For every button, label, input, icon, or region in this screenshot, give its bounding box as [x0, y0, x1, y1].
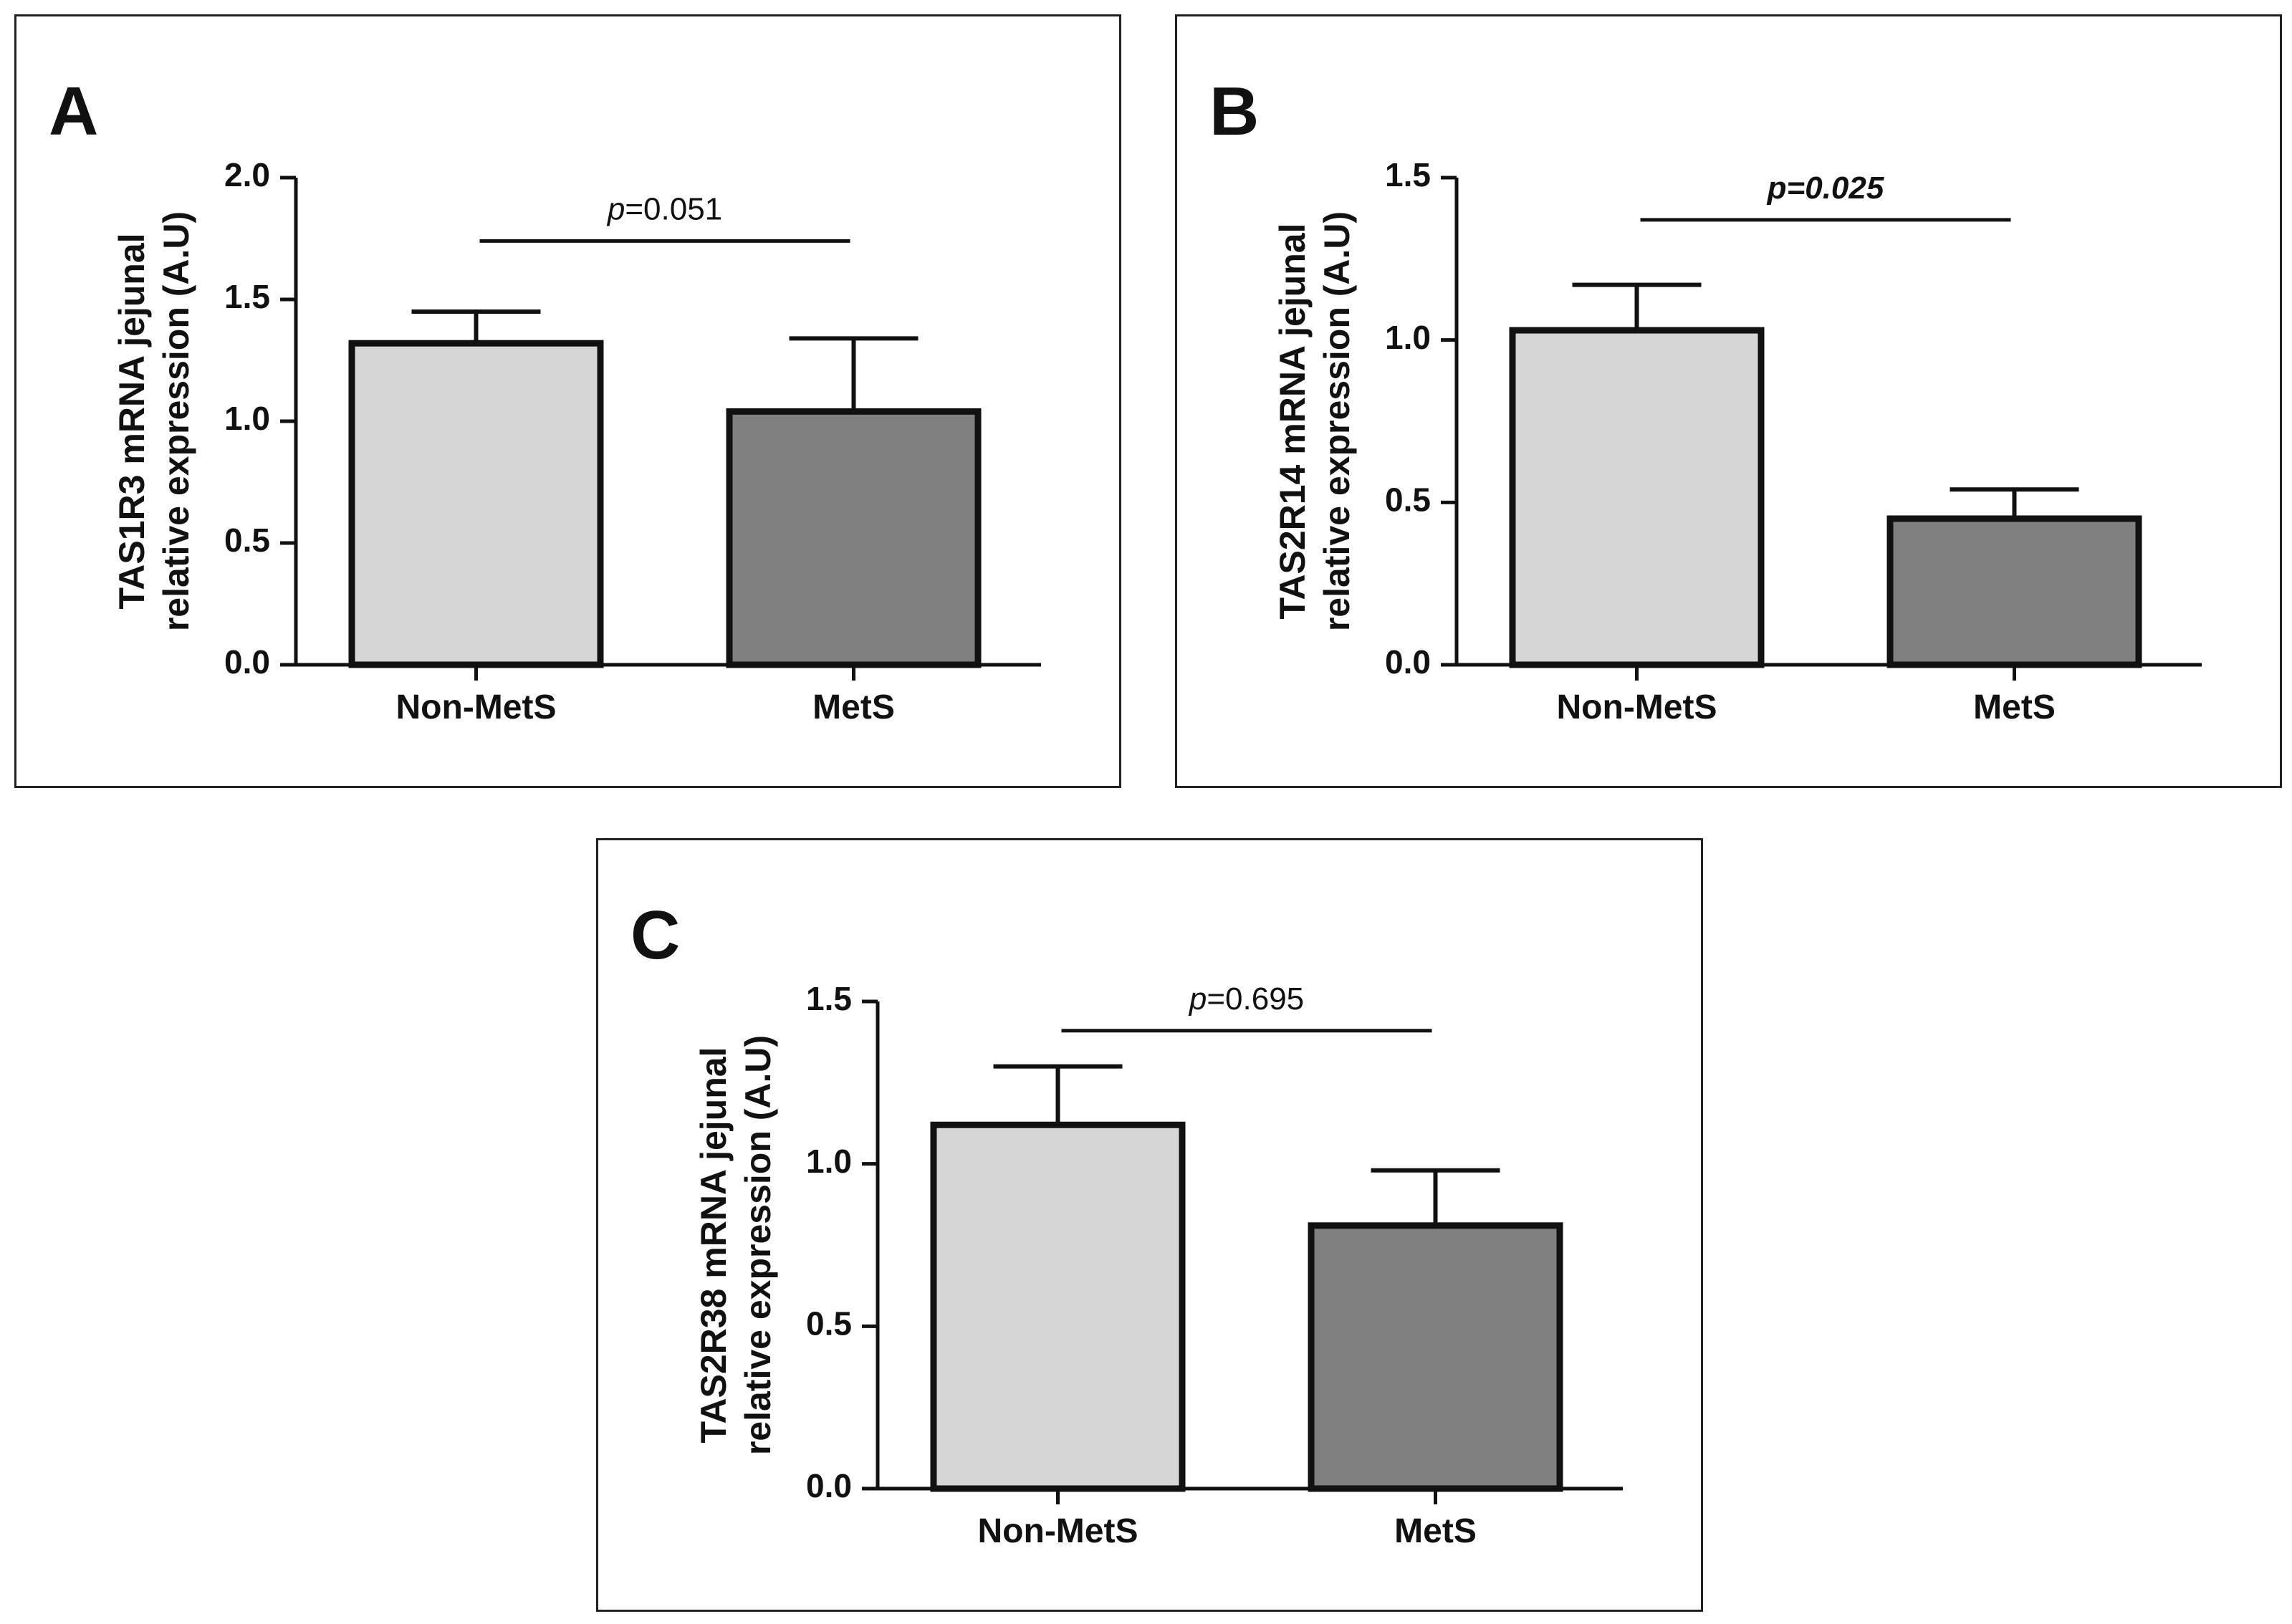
p-value-number: =0.695: [1207, 981, 1304, 1017]
chart-svg: C TAS2R38 mRNA jejunal relative expression…: [630, 897, 1623, 1550]
y-tick-label: 0.5: [1385, 481, 1431, 518]
y-tick-label: 0.5: [224, 522, 270, 559]
chart-panel-a: A TAS1R3 mRNA jejunal relative expression …: [14, 14, 1121, 788]
p-value-label: p=0.695: [1188, 981, 1304, 1017]
bar-mets: [1886, 515, 2142, 668]
panel-label: B: [1209, 73, 1259, 150]
p-value-symbol: p: [606, 191, 625, 226]
bar-non-mets: [1509, 327, 1765, 668]
y-tick-label: 1.0: [1385, 319, 1431, 356]
chart-panel-c: C TAS2R38 mRNA jejunal relative expression…: [596, 838, 1703, 1612]
y-axis-title-line1: TAS2R38 mRNA jejunal: [694, 1047, 734, 1443]
x-tick-label: Non-MetS: [396, 688, 557, 726]
y-tick-label: 1.0: [224, 400, 270, 437]
p-value-symbol: p: [1767, 170, 1787, 206]
x-tick-label: MetS: [1394, 1512, 1477, 1550]
y-tick-label: 0.0: [806, 1467, 852, 1504]
chart-panel-b: B TAS2R14 mRNA jejunal relative expression…: [1175, 14, 2282, 788]
y-tick-label: 1.5: [806, 980, 852, 1017]
p-value-symbol: p: [1188, 981, 1207, 1017]
y-tick-label: 0.5: [806, 1305, 852, 1342]
chart-svg: A TAS1R3 mRNA jejunal relative expression …: [49, 73, 1041, 726]
p-value-number: =0.025: [1787, 170, 1884, 206]
chart-svg: B TAS2R14 mRNA jejunal relative expression…: [1209, 73, 2202, 726]
p-value-number: =0.051: [625, 191, 722, 226]
p-value-label: p=0.051: [606, 191, 722, 226]
bar-mets: [726, 408, 982, 668]
y-axis-title-line1: TAS1R3 mRNA jejunal: [112, 233, 152, 609]
y-axis-title-line2: relative expression (A.U): [1317, 211, 1357, 631]
y-tick-label: 1.5: [224, 278, 270, 315]
panel-label: A: [49, 73, 98, 150]
x-tick-label: Non-MetS: [1557, 688, 1717, 726]
y-tick-label: 1.0: [806, 1143, 852, 1180]
y-tick-label: 1.5: [1385, 156, 1431, 193]
bar-mets: [1308, 1222, 1563, 1492]
panel-label: C: [630, 897, 680, 974]
bar-non-mets: [930, 1121, 1186, 1492]
x-tick-label: MetS: [1973, 688, 2056, 726]
y-axis-title-line1: TAS2R14 mRNA jejunal: [1272, 224, 1313, 620]
p-value-label: p=0.025: [1767, 170, 1884, 206]
y-axis-title-line2: relative expression (A.U): [156, 211, 196, 631]
y-tick-label: 0.0: [224, 643, 270, 681]
x-tick-label: Non-MetS: [978, 1512, 1138, 1550]
bar-non-mets: [348, 340, 604, 668]
y-axis-title-line2: relative expression (A.U): [738, 1035, 778, 1455]
y-tick-label: 0.0: [1385, 643, 1431, 681]
y-tick-label: 2.0: [224, 156, 270, 193]
x-tick-label: MetS: [812, 688, 895, 726]
